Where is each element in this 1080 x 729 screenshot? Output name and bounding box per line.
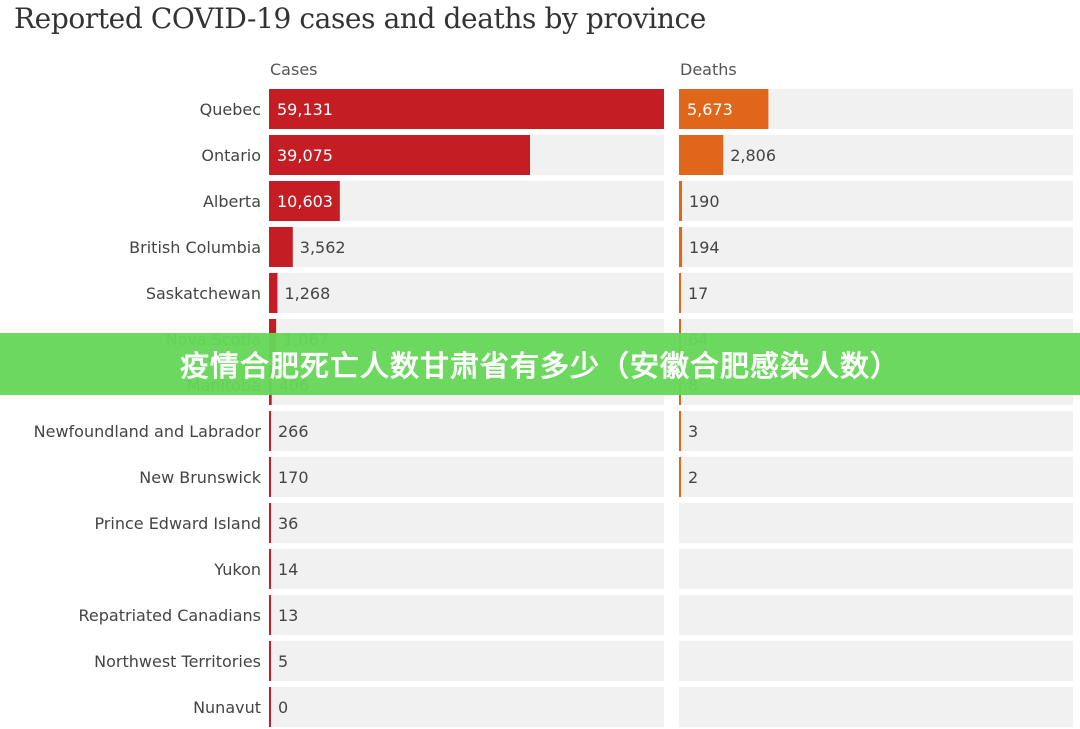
deaths-row-background <box>679 687 1073 727</box>
cases-value-label: 13 <box>278 606 298 625</box>
cases-row-background <box>269 227 664 267</box>
deaths-bar <box>679 411 681 451</box>
cases-bar <box>269 503 271 543</box>
cases-value-label: 36 <box>278 514 298 533</box>
deaths-bar <box>679 273 681 313</box>
category-label: British Columbia <box>129 238 261 257</box>
overlay-banner: 疫情合肥死亡人数甘肃省有多少（安徽合肥感染人数） <box>0 333 1080 395</box>
category-label: Newfoundland and Labrador <box>34 422 262 441</box>
deaths-row-background <box>679 595 1073 635</box>
deaths-row-background <box>679 227 1073 267</box>
deaths-row-background <box>679 273 1073 313</box>
cases-bar <box>269 227 293 267</box>
deaths-value-label: 17 <box>688 284 708 303</box>
cases-bar <box>269 89 664 129</box>
overlay-banner-text: 疫情合肥死亡人数甘肃省有多少（安徽合肥感染人数） <box>179 349 900 383</box>
category-label: New Brunswick <box>139 468 261 487</box>
cases-column-header: Cases <box>270 60 318 79</box>
deaths-bar <box>679 457 681 497</box>
deaths-row-background <box>679 411 1073 451</box>
deaths-value-label: 190 <box>689 192 720 211</box>
category-label: Repatriated Canadians <box>79 606 261 625</box>
cases-value-label: 39,075 <box>277 146 333 165</box>
cases-row-background <box>269 457 664 497</box>
deaths-value-label: 194 <box>689 238 720 257</box>
cases-bar <box>269 181 340 221</box>
cases-row-background <box>269 273 664 313</box>
cases-value-label: 3,562 <box>300 238 346 257</box>
deaths-bar <box>679 181 682 221</box>
cases-bar <box>269 549 271 589</box>
cases-value-label: 5 <box>278 652 288 671</box>
deaths-row-background <box>679 181 1073 221</box>
cases-value-label: 266 <box>278 422 309 441</box>
deaths-value-label: 3 <box>688 422 698 441</box>
deaths-row-background <box>679 641 1073 681</box>
deaths-bar <box>679 135 724 175</box>
deaths-bar <box>679 89 769 129</box>
cases-value-label: 59,131 <box>277 100 333 119</box>
category-label: Nunavut <box>193 698 261 717</box>
deaths-row-background <box>679 457 1073 497</box>
cases-bar <box>269 457 271 497</box>
cases-row-background <box>269 687 664 727</box>
cases-row-background <box>269 641 664 681</box>
deaths-value-label: 2 <box>688 468 698 487</box>
cases-value-label: 170 <box>278 468 309 487</box>
cases-value-label: 10,603 <box>277 192 333 211</box>
category-label: Northwest Territories <box>94 652 261 671</box>
cases-bar <box>269 687 271 727</box>
cases-value-label: 0 <box>278 698 288 717</box>
deaths-bar <box>679 227 683 267</box>
deaths-value-label: 2,806 <box>730 146 776 165</box>
category-label: Prince Edward Island <box>94 514 261 533</box>
cases-bar <box>269 641 271 681</box>
cases-row-background <box>269 503 664 543</box>
deaths-row-background <box>679 549 1073 589</box>
chart-title: Reported COVID-19 cases and deaths by pr… <box>14 2 706 35</box>
category-label: Yukon <box>213 560 261 579</box>
deaths-value-label: 5,673 <box>687 100 733 119</box>
cases-bar <box>269 595 271 635</box>
category-label: Saskatchewan <box>146 284 261 303</box>
cases-value-label: 14 <box>278 560 298 579</box>
cases-row-background <box>269 411 664 451</box>
cases-bar <box>269 411 271 451</box>
cases-row-background <box>269 549 664 589</box>
cases-bar <box>269 135 531 175</box>
cases-row-background <box>269 595 664 635</box>
category-label: Ontario <box>201 146 261 165</box>
deaths-column-header: Deaths <box>680 60 737 79</box>
category-label: Quebec <box>200 100 261 119</box>
cases-bar <box>269 273 278 313</box>
category-label: Alberta <box>203 192 261 211</box>
cases-value-label: 1,268 <box>284 284 330 303</box>
deaths-row-background <box>679 135 1073 175</box>
deaths-row-background <box>679 503 1073 543</box>
